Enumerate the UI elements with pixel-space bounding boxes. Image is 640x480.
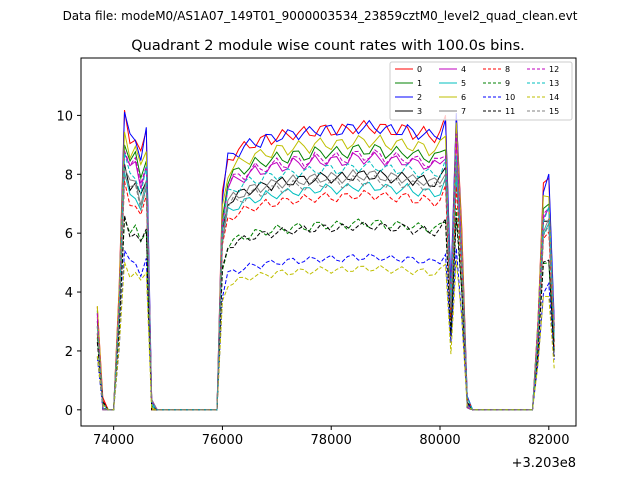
series-line-12: [96, 133, 555, 411]
series-line-4: [96, 137, 555, 411]
x-tick-label: 80000: [419, 433, 460, 448]
plot-frame: [80, 57, 577, 427]
legend-label-2: 2: [417, 93, 422, 102]
series-line-8: [96, 180, 555, 411]
legend-label-12: 12: [549, 65, 559, 74]
series-line-3: [96, 162, 555, 411]
y-tick-label: 10: [56, 109, 73, 124]
legend-label-1: 1: [417, 79, 422, 88]
legend-label-7: 7: [461, 107, 466, 116]
series-line-9: [96, 208, 555, 411]
series-line-15: [96, 162, 555, 411]
legend-box: [389, 61, 573, 121]
series-line-2: [96, 111, 555, 411]
y-tick-label: 4: [65, 286, 73, 301]
chart-suptitle: Data file: modeM0/AS1A07_149T01_90000035…: [63, 9, 578, 23]
axis-ticks: 74000 76000 78000 80000 82000 0 2 4 6 8 10: [56, 109, 569, 448]
legend-label-10: 10: [505, 93, 515, 102]
legend-label-6: 6: [461, 93, 466, 102]
y-tick-label: 6: [65, 227, 73, 242]
x-tick-label: 78000: [311, 433, 352, 448]
chart-title: Quadrant 2 module wise count rates with …: [131, 38, 525, 54]
legend-label-9: 9: [505, 79, 510, 88]
series-line-5: [96, 172, 555, 411]
legend-label-11: 11: [505, 107, 515, 116]
x-tick-label: 82000: [528, 433, 569, 448]
legend-label-4: 4: [461, 65, 466, 74]
x-tick-label: 74000: [93, 433, 134, 448]
x-tick-label: 76000: [202, 433, 243, 448]
legend-label-3: 3: [417, 107, 422, 116]
series-line-11: [96, 215, 555, 411]
legend-label-8: 8: [505, 65, 510, 74]
y-tick-label: 0: [65, 404, 73, 419]
x-offset-label: +3.203e8: [512, 456, 576, 471]
legend-label-0: 0: [417, 65, 422, 74]
legend-label-5: 5: [461, 79, 466, 88]
series-line-10: [96, 248, 555, 411]
series-line-14: [96, 259, 555, 411]
series-line-13: [96, 152, 555, 411]
legend-label-14: 14: [549, 93, 559, 102]
legend-label-15: 15: [549, 107, 559, 116]
series-line-0: [96, 110, 555, 411]
series-line-1: [96, 127, 555, 411]
series-line-7: [96, 157, 555, 411]
legend-label-13: 13: [549, 79, 559, 88]
y-tick-label: 8: [65, 168, 73, 183]
plot-series: [96, 110, 555, 411]
y-tick-label: 2: [65, 345, 73, 360]
